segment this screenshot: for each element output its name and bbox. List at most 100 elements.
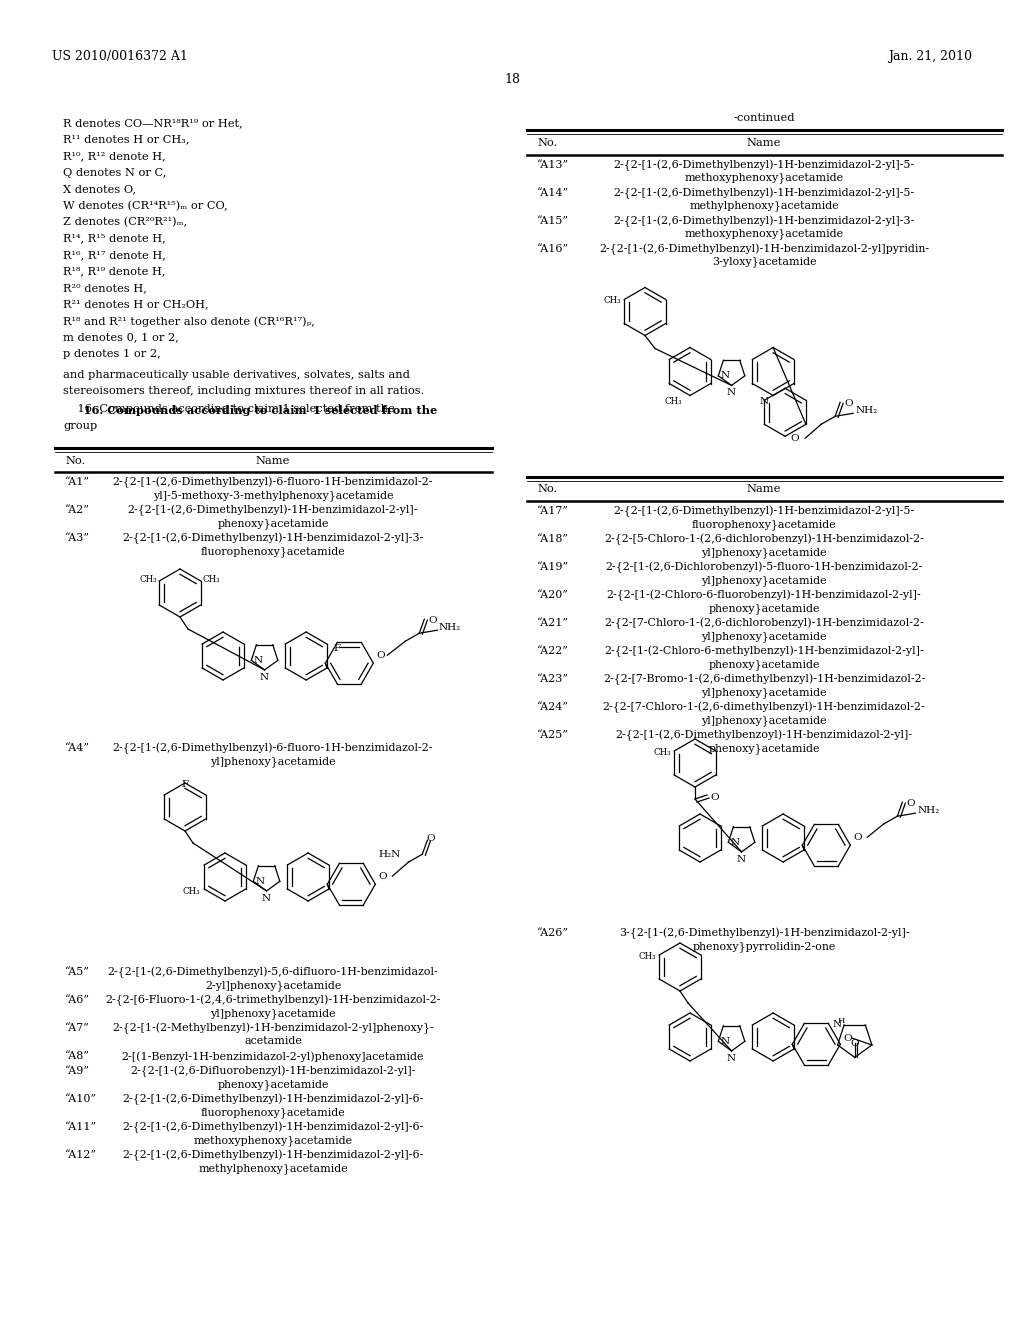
Text: phenoxy}pyrrolidin-2-one: phenoxy}pyrrolidin-2-one [692, 941, 836, 952]
Text: phenoxy}acetamide: phenoxy}acetamide [217, 517, 329, 529]
Text: “A9”: “A9” [65, 1067, 90, 1076]
Text: 2-{2-[5-Chloro-1-(2,6-dichlorobenzyl)-1H-benzimidazol-2-: 2-{2-[5-Chloro-1-(2,6-dichlorobenzyl)-1H… [604, 535, 924, 545]
Text: yl]phenoxy}acetamide: yl]phenoxy}acetamide [701, 576, 826, 586]
Text: 2-yl]phenoxy}acetamide: 2-yl]phenoxy}acetamide [205, 979, 341, 991]
Text: R¹¹ denotes H or CH₃,: R¹¹ denotes H or CH₃, [63, 135, 189, 144]
Text: “A8”: “A8” [65, 1051, 90, 1061]
Text: “A17”: “A17” [537, 506, 569, 516]
Text: yl]-5-methoxy-3-methylphenoxy}acetamide: yl]-5-methoxy-3-methylphenoxy}acetamide [153, 490, 393, 500]
Text: R¹⁸, R¹⁹ denote H,: R¹⁸, R¹⁹ denote H, [63, 267, 166, 276]
Text: “A24”: “A24” [537, 702, 569, 711]
Text: 2-{2-[1-(2,6-Dimethylbenzyl)-6-fluoro-1H-benzimidazol-2-: 2-{2-[1-(2,6-Dimethylbenzyl)-6-fluoro-1H… [113, 743, 433, 754]
Text: “A20”: “A20” [537, 590, 569, 601]
Text: 2-{2-[7-Chloro-1-(2,6-dichlorobenzyl)-1H-benzimidazol-2-: 2-{2-[7-Chloro-1-(2,6-dichlorobenzyl)-1H… [604, 618, 924, 630]
Text: 18: 18 [504, 73, 520, 86]
Text: N: N [720, 1036, 729, 1045]
Text: 2-{2-[1-(2,6-Dimethylbenzyl)-1H-benzimidazol-2-yl]-6-: 2-{2-[1-(2,6-Dimethylbenzyl)-1H-benzimid… [122, 1150, 424, 1162]
Text: “A7”: “A7” [65, 1023, 90, 1034]
Text: R denotes CO—NR¹⁸R¹⁹ or Het,: R denotes CO—NR¹⁸R¹⁹ or Het, [63, 117, 243, 128]
Text: N: N [720, 371, 729, 380]
Text: 2-{2-[1-(2,6-Dimethylbenzyl)-1H-benzimidazol-2-yl]-5-: 2-{2-[1-(2,6-Dimethylbenzyl)-1H-benzimid… [613, 160, 914, 170]
Text: 16. Compounds according to claim  1 selected from the: 16. Compounds according to claim 1 selec… [63, 404, 437, 416]
Text: “A21”: “A21” [537, 618, 569, 628]
Text: “A16”: “A16” [537, 243, 569, 253]
Text: “A5”: “A5” [65, 968, 90, 977]
Text: yl]phenoxy}acetamide: yl]phenoxy}acetamide [701, 715, 826, 726]
Text: R²¹ denotes H or CH₂OH,: R²¹ denotes H or CH₂OH, [63, 300, 209, 309]
Text: No.: No. [537, 484, 557, 495]
Text: O: O [844, 399, 853, 408]
Text: CH₃: CH₃ [638, 952, 656, 961]
Text: -continued: -continued [733, 114, 795, 123]
Text: fluorophenoxy}acetamide: fluorophenoxy}acetamide [201, 546, 345, 557]
Text: “A11”: “A11” [65, 1122, 97, 1133]
Text: Z denotes (CR²⁰R²¹)ₘ,: Z denotes (CR²⁰R²¹)ₘ, [63, 216, 187, 227]
Text: 2-{2-[1-(2,6-Dichlorobenzyl)-5-fluoro-1H-benzimidazol-2-: 2-{2-[1-(2,6-Dichlorobenzyl)-5-fluoro-1H… [605, 562, 923, 573]
Text: 2-{2-[1-(2,6-Dimethylbenzoyl)-1H-benzimidazol-2-yl]-: 2-{2-[1-(2,6-Dimethylbenzoyl)-1H-benzimi… [615, 730, 912, 742]
Text: “A23”: “A23” [537, 675, 569, 684]
Text: NH₂: NH₂ [438, 623, 461, 632]
Text: methoxyphenoxy}acetamide: methoxyphenoxy}acetamide [194, 1135, 352, 1146]
Text: O: O [378, 871, 387, 880]
Text: N: N [737, 855, 746, 863]
Text: 2-{2-[1-(2,6-Dimethylbenzyl)-5,6-difluoro-1H-benzimidazol-: 2-{2-[1-(2,6-Dimethylbenzyl)-5,6-difluor… [108, 968, 438, 978]
Text: Name: Name [256, 455, 290, 466]
Text: yl]phenoxy}acetamide: yl]phenoxy}acetamide [210, 756, 336, 767]
Text: 3-yloxy}acetamide: 3-yloxy}acetamide [712, 256, 816, 267]
Text: “A18”: “A18” [537, 535, 569, 544]
Text: “A14”: “A14” [537, 187, 569, 198]
Text: US 2010/0016372 A1: US 2010/0016372 A1 [52, 50, 187, 63]
Text: 2-{2-[1-(2,6-Dimethylbenzyl)-1H-benzimidazol-2-yl]-6-: 2-{2-[1-(2,6-Dimethylbenzyl)-1H-benzimid… [122, 1122, 424, 1134]
Text: O: O [428, 616, 437, 626]
Text: No.: No. [65, 455, 85, 466]
Text: 2-[(1-Benzyl-1H-benzimidazol-2-yl)phenoxy]acetamide: 2-[(1-Benzyl-1H-benzimidazol-2-yl)phenox… [122, 1051, 424, 1061]
Text: F: F [181, 780, 188, 789]
Text: 2-{2-[6-Fluoro-1-(2,4,6-trimethylbenzyl)-1H-benzimidazol-2-: 2-{2-[6-Fluoro-1-(2,4,6-trimethylbenzyl)… [105, 995, 440, 1006]
Text: m denotes 0, 1 or 2,: m denotes 0, 1 or 2, [63, 333, 179, 342]
Text: N: N [727, 388, 736, 397]
Text: yl]phenoxy}acetamide: yl]phenoxy}acetamide [701, 686, 826, 698]
Text: No.: No. [537, 139, 557, 148]
Text: yl]phenoxy}acetamide: yl]phenoxy}acetamide [701, 631, 826, 642]
Text: R²⁰ denotes H,: R²⁰ denotes H, [63, 282, 146, 293]
Text: 2-{2-[1-(2,6-Dimethylbenzyl)-1H-benzimidazol-2-yl]-: 2-{2-[1-(2,6-Dimethylbenzyl)-1H-benzimid… [128, 506, 418, 516]
Text: N: N [760, 397, 769, 407]
Text: N: N [262, 894, 271, 903]
Text: O: O [844, 1034, 852, 1043]
Text: Q denotes N or C,: Q denotes N or C, [63, 168, 166, 177]
Text: N: N [255, 876, 264, 886]
Text: R¹⁰, R¹² denote H,: R¹⁰, R¹² denote H, [63, 150, 166, 161]
Text: 2-{2-[7-Chloro-1-(2,6-dimethylbenzyl)-1H-benzimidazol-2-: 2-{2-[7-Chloro-1-(2,6-dimethylbenzyl)-1H… [603, 702, 926, 713]
Text: W denotes (CR¹⁴R¹⁵)ₘ or CO,: W denotes (CR¹⁴R¹⁵)ₘ or CO, [63, 201, 227, 211]
Text: CH₃: CH₃ [203, 576, 220, 585]
Text: 16. Compounds according to claim 1 selected from the: 16. Compounds according to claim 1 selec… [63, 404, 394, 414]
Text: H: H [838, 1016, 845, 1024]
Text: “A12”: “A12” [65, 1150, 97, 1160]
Text: “A26”: “A26” [537, 928, 569, 939]
Text: phenoxy}acetamide: phenoxy}acetamide [709, 743, 820, 754]
Text: N: N [730, 838, 739, 847]
Text: 2-{2-[1-(2,6-Dimethylbenzyl)-1H-benzimidazol-2-yl]-5-: 2-{2-[1-(2,6-Dimethylbenzyl)-1H-benzimid… [613, 187, 914, 199]
Text: NH₂: NH₂ [855, 405, 878, 414]
Text: “A13”: “A13” [537, 160, 569, 169]
Text: phenoxy}acetamide: phenoxy}acetamide [709, 659, 820, 669]
Text: “A2”: “A2” [65, 506, 90, 515]
Text: H₂N: H₂N [378, 850, 400, 859]
Text: 3-{2-[1-(2,6-Dimethylbenzyl)-1H-benzimidazol-2-yl]-: 3-{2-[1-(2,6-Dimethylbenzyl)-1H-benzimid… [618, 928, 909, 940]
Text: N: N [727, 1053, 736, 1063]
Text: O: O [710, 793, 719, 803]
Text: CH₃: CH₃ [665, 397, 682, 405]
Text: CH₃: CH₃ [182, 887, 200, 896]
Text: N: N [833, 1020, 841, 1030]
Text: 2-{2-[1-(2,6-Dimethylbenzyl)-1H-benzimidazol-2-yl]-5-: 2-{2-[1-(2,6-Dimethylbenzyl)-1H-benzimid… [613, 506, 914, 517]
Text: 2-{2-[1-(2-Chloro-6-fluorobenzyl)-1H-benzimidazol-2-yl]-: 2-{2-[1-(2-Chloro-6-fluorobenzyl)-1H-ben… [606, 590, 922, 602]
Text: 2-{2-[1-(2,6-Dimethylbenzyl)-1H-benzimidazol-2-yl]-3-: 2-{2-[1-(2,6-Dimethylbenzyl)-1H-benzimid… [613, 215, 914, 227]
Text: acetamide: acetamide [244, 1036, 302, 1045]
Text: NH₂: NH₂ [918, 805, 940, 814]
Text: p denotes 1 or 2,: p denotes 1 or 2, [63, 348, 161, 359]
Text: methylphenoxy}acetamide: methylphenoxy}acetamide [689, 201, 839, 211]
Text: 2-{2-[7-Bromo-1-(2,6-dimethylbenzyl)-1H-benzimidazol-2-: 2-{2-[7-Bromo-1-(2,6-dimethylbenzyl)-1H-… [603, 675, 926, 685]
Text: “A10”: “A10” [65, 1094, 97, 1104]
Text: “A22”: “A22” [537, 645, 569, 656]
Text: CH₃: CH₃ [139, 576, 158, 585]
